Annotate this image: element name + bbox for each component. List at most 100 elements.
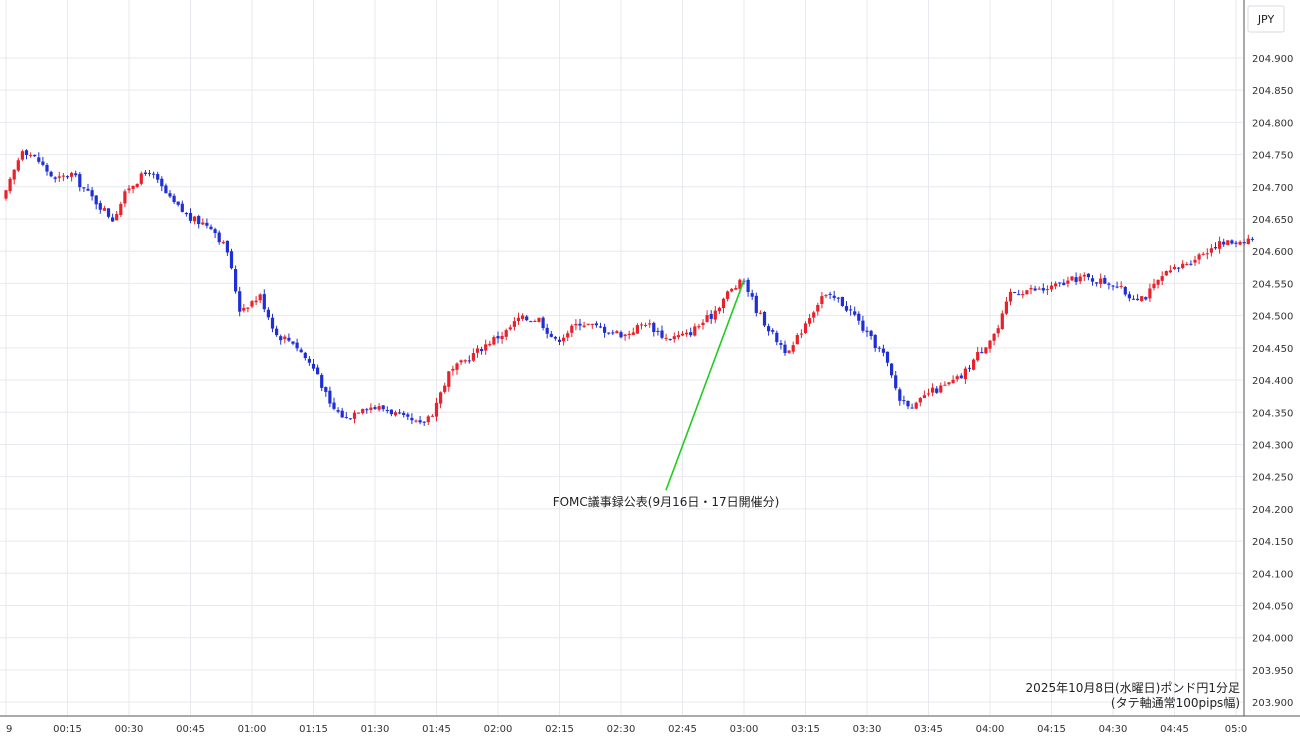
candle-body: [1160, 276, 1164, 281]
candle-body: [197, 216, 201, 225]
candle-body: [348, 418, 352, 420]
candle-body: [1234, 242, 1238, 244]
candle-body: [65, 176, 70, 178]
candle-body: [873, 334, 877, 349]
y-tick-label: 204.650: [1252, 215, 1293, 226]
candle-body: [1172, 266, 1177, 270]
candle-body: [881, 348, 885, 353]
candle-body: [1111, 285, 1115, 287]
candle-body: [123, 191, 127, 204]
y-tick-label: 204.150: [1252, 537, 1293, 548]
candle-body: [504, 330, 508, 337]
x-tick-label: 00:45: [176, 724, 205, 735]
candle-body: [357, 412, 361, 414]
candle-body: [1123, 286, 1127, 295]
candle-body: [1049, 285, 1054, 290]
candle-body: [594, 323, 598, 326]
candle-body: [537, 317, 541, 322]
x-tick-label: 04:30: [1099, 724, 1128, 735]
y-tick-label: 204.500: [1252, 312, 1293, 323]
candle-body: [582, 325, 586, 327]
x-tick-label: 03:15: [791, 724, 820, 735]
candle-body: [955, 376, 959, 380]
candle-body: [1127, 294, 1131, 299]
candle-body: [1201, 253, 1205, 255]
candle-body: [467, 360, 471, 362]
candle-body: [90, 190, 94, 197]
candle-body: [648, 323, 652, 325]
x-tick-label: 03:30: [853, 724, 882, 735]
candle-body: [791, 345, 795, 352]
candle-body: [832, 295, 836, 298]
candle-body: [311, 363, 316, 369]
x-tick-label: 03:00: [730, 724, 759, 735]
y-tick-label: 204.200: [1252, 505, 1293, 516]
y-axis-ticks: 204.900 204.850 204.800 204.750 204.700 204.6…: [1252, 54, 1293, 709]
candle-body: [115, 213, 119, 221]
candle-body: [910, 407, 914, 409]
candle-body: [1250, 238, 1254, 240]
candle-body: [172, 195, 176, 202]
candle-body: [627, 333, 631, 336]
candle-body: [1189, 263, 1193, 265]
candle-body: [1045, 289, 1049, 291]
y-tick-label: 203.900: [1252, 698, 1293, 709]
candle-body: [1021, 294, 1025, 296]
candle-body: [82, 187, 86, 189]
candle-body: [340, 410, 344, 418]
candle-body: [500, 335, 504, 340]
candle-body: [459, 360, 463, 363]
candle-body: [976, 352, 980, 361]
candle-body: [393, 412, 398, 416]
candle-body: [836, 297, 840, 299]
candle-body: [332, 402, 336, 409]
candle-body: [295, 342, 299, 349]
y-tick-label: 204.750: [1252, 151, 1293, 162]
x-tick-label: 02:30: [607, 724, 636, 735]
candle-body: [279, 336, 283, 341]
candle-body: [984, 347, 988, 354]
candle-body: [693, 326, 697, 336]
candle-body: [234, 269, 238, 292]
candle-body: [726, 291, 730, 299]
candle-body: [1238, 241, 1242, 245]
candle-body: [1095, 282, 1099, 284]
candle-body: [549, 333, 553, 337]
candle-body: [98, 203, 102, 210]
candle-body: [106, 208, 111, 217]
x-tick-label: 04:15: [1037, 724, 1066, 735]
candle-body: [734, 288, 738, 290]
candle-body: [102, 208, 106, 211]
candle-body: [266, 309, 270, 318]
candle-body: [1115, 286, 1119, 288]
candle-body: [623, 334, 627, 337]
candle-body: [570, 325, 574, 333]
candle-body: [713, 310, 717, 320]
candle-body: [20, 151, 24, 160]
candle-body: [24, 150, 29, 156]
candle-body: [787, 350, 791, 353]
candle-body: [1062, 282, 1066, 285]
candle-body: [1074, 277, 1078, 282]
candle-body: [180, 203, 184, 212]
candle-body: [430, 415, 434, 417]
candle-body: [1013, 292, 1017, 294]
candle-body: [262, 294, 266, 310]
candle-body: [668, 338, 672, 340]
x-tick-label: 04:45: [1160, 724, 1189, 735]
candle-body: [709, 313, 713, 319]
y-tick-label: 203.950: [1252, 666, 1293, 677]
candle-body: [508, 327, 512, 330]
candle-body: [164, 185, 168, 194]
candles: [4, 149, 1254, 426]
candle-body: [869, 330, 873, 337]
candle-body: [1144, 297, 1148, 300]
candle-body: [221, 242, 225, 244]
candle-body: [201, 222, 205, 225]
candle-body: [557, 339, 562, 342]
y-tick-label: 204.900: [1252, 54, 1293, 65]
candle-body: [676, 335, 680, 338]
candle-body: [541, 317, 545, 329]
